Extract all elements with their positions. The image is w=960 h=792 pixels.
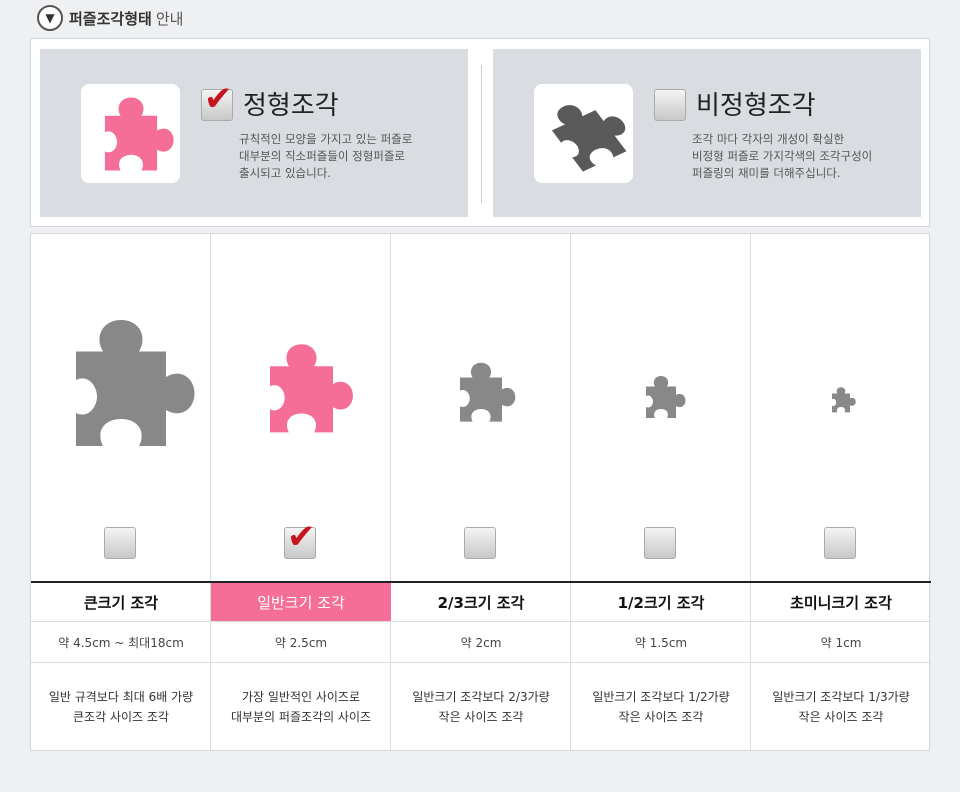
size-checkbox[interactable]: ✔ [284,520,316,559]
desc-line: 일반 규격보다 최대 6배 가량 [48,689,194,704]
size-label[interactable]: 2/3크기 조각 [391,581,571,622]
piece-size-table: 큰크기 조각 약 4.5cm ~ 최대18cm 일반 규격보다 최대 6배 가량… [30,233,931,751]
size-column[interactable]: 큰크기 조각 약 4.5cm ~ 최대18cm 일반 규격보다 최대 6배 가량… [31,234,211,750]
desc-line: 일반크기 조각보다 2/3가량 [412,689,550,704]
desc-line: 가장 일반적인 사이즈로 [241,689,361,704]
size-label[interactable]: 일반크기 조각 [211,581,391,622]
section-title: 퍼즐조각형태 [69,9,152,28]
regular-piece-image [81,84,180,183]
irregular-puzzle-piece-icon [541,89,640,172]
type-name: 정형조각 [243,91,339,121]
type-description: 조각 마다 각자의 개성이 확실한 비정형 퍼즐로 가지각색의 조각구성이 퍼즐… [692,131,912,182]
desc-line: 작은 사이즈 조각 [438,709,524,724]
check-icon: ✔ [204,79,233,119]
type-name: 비정형조각 [696,91,816,121]
desc-line: 규칙적인 모양을 가지고 있는 퍼즐로 [239,132,413,146]
type-regular[interactable]: ✔ 정형조각 규칙적인 모양을 가지고 있는 퍼즐로 대부분의 직소퍼즐들이 정… [40,49,468,217]
section-subtitle: 안내 [155,9,184,28]
size-value: 약 1.5cm [571,622,751,663]
puzzle-piece-icon [460,362,516,422]
section-header: ▼ 퍼즐조각형태 안내 [37,5,183,31]
puzzle-piece-icon [269,344,353,433]
type-irregular[interactable]: 비정형조각 조각 마다 각자의 개성이 확실한 비정형 퍼즐로 가지각색의 조각… [493,49,921,217]
size-checkbox[interactable] [644,527,676,559]
chevron-down-circle-icon[interactable]: ▼ [37,5,63,31]
desc-line: 작은 사이즈 조각 [618,709,704,724]
size-checkbox[interactable] [104,527,136,559]
desc-line: 퍼즐링의 재미를 더해주십니다. [692,166,841,180]
puzzle-piece-icon [76,320,195,446]
type-irregular-checkbox[interactable] [654,89,686,121]
size-value: 약 2.5cm [211,622,391,663]
size-value: 약 4.5cm ~ 최대18cm [31,622,211,663]
size-checkbox[interactable] [464,527,496,559]
size-checkbox[interactable] [824,527,856,559]
size-label[interactable]: 큰크기 조각 [31,581,211,622]
size-label[interactable]: 1/2크기 조각 [571,581,751,622]
puzzle-piece-icon [646,376,686,418]
desc-line: 비정형 퍼즐로 가지각색의 조각구성이 [692,149,873,163]
puzzle-piece-icon [832,387,856,413]
desc-line: 조각 마다 각자의 개성이 확실한 [692,132,845,146]
desc-line: 작은 사이즈 조각 [798,709,884,724]
divider [481,65,482,203]
desc-line: 대부분의 직소퍼즐들이 정형퍼즐로 [239,149,406,163]
irregular-piece-image [534,84,640,183]
check-icon: ✔ [287,517,316,557]
type-regular-checkbox[interactable]: ✔ [201,82,233,121]
piece-type-panel: ✔ 정형조각 규칙적인 모양을 가지고 있는 퍼즐로 대부분의 직소퍼즐들이 정… [30,38,930,227]
desc-line: 대부분의 퍼즐조각의 사이즈 [230,709,372,724]
size-value: 약 1cm [751,622,931,663]
size-label[interactable]: 초미니크기 조각 [751,581,931,622]
desc-line: 출시되고 있습니다. [239,166,331,180]
size-value: 약 2cm [391,622,571,663]
desc-line: 일반크기 조각보다 1/2가량 [592,689,730,704]
type-description: 규칙적인 모양을 가지고 있는 퍼즐로 대부분의 직소퍼즐들이 정형퍼즐로 출시… [239,131,459,182]
puzzle-piece-icon [104,96,174,171]
desc-line: 일반크기 조각보다 1/3가량 [772,689,910,704]
desc-line: 큰조각 사이즈 조각 [73,709,169,724]
